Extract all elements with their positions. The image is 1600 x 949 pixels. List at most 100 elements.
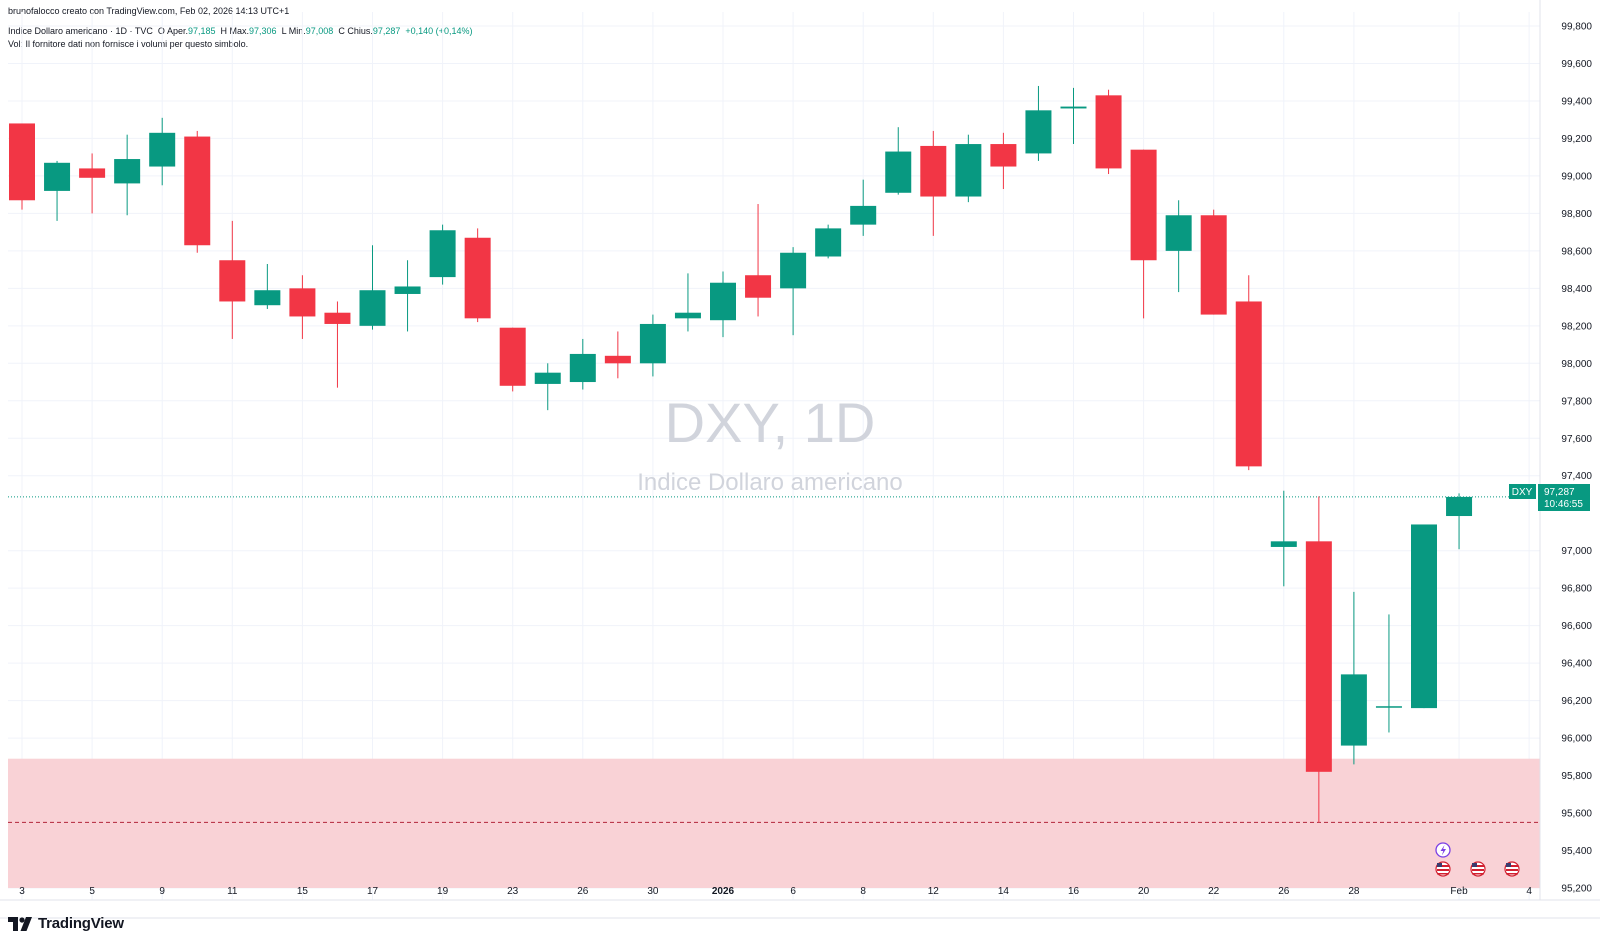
- us-flag-icon[interactable]: [1470, 861, 1486, 877]
- candle-body: [114, 159, 141, 184]
- x-tick-label: 3: [19, 886, 25, 897]
- close-label: C: [338, 26, 345, 36]
- tradingview-logo-icon: [8, 916, 32, 931]
- x-tick-label: 8: [860, 886, 866, 897]
- candle-body: [1340, 674, 1367, 746]
- x-tick-label: 6: [790, 886, 796, 897]
- price-tag-bg: [1538, 484, 1590, 511]
- volume-note: Vol: Il fornitore dati non fornisce i vo…: [8, 39, 249, 49]
- watermark: DXY, 1D Indice Dollaro americano: [637, 391, 902, 496]
- x-tick-label: 17: [367, 886, 379, 897]
- y-tick-label: 99,400: [1561, 96, 1592, 107]
- lightning-icon[interactable]: [1435, 842, 1451, 858]
- y-tick-label: 98,600: [1561, 246, 1592, 257]
- y-tick-label: 95,200: [1561, 884, 1592, 895]
- candle-body: [184, 136, 211, 246]
- tradingview-logo-text: TradingView: [38, 915, 124, 932]
- price-tag-symbol: DXY: [1512, 487, 1533, 498]
- candle-body: [920, 145, 947, 197]
- candle-body: [44, 162, 71, 191]
- x-tick-label: Feb: [1450, 886, 1468, 897]
- x-tick-label: 28: [1348, 886, 1360, 897]
- candle-body: [1060, 106, 1087, 109]
- x-tick-label: 19: [437, 886, 449, 897]
- candle-body: [1446, 496, 1473, 517]
- candle-body: [674, 312, 701, 319]
- symbol-info: Indice Dollaro americano · 1D · TVC: [8, 26, 153, 36]
- candle-body: [359, 290, 386, 326]
- price-tag-price: 97,287: [1544, 487, 1575, 498]
- watermark-symbol: DXY, 1D: [665, 391, 876, 454]
- y-tick-label: 95,600: [1561, 809, 1592, 820]
- attribution-text: brunofalocco creato con TradingView.com,…: [8, 6, 290, 16]
- x-tick-label: 15: [297, 886, 309, 897]
- candle-body: [219, 260, 246, 302]
- candle-body: [289, 288, 316, 317]
- candle-body: [149, 132, 176, 167]
- x-axis-ticks[interactable]: 3 5 9 11 15 17 19 23 26 30 2026 6 8 12 14 16 20 22 26 28 Feb…: [19, 886, 1532, 897]
- watermark-name: Indice Dollaro americano: [637, 469, 902, 496]
- y-tick-label: 96,800: [1561, 584, 1592, 595]
- us-flag-icon[interactable]: [1435, 861, 1451, 877]
- candle-body: [324, 312, 351, 324]
- candle-body: [815, 228, 842, 257]
- x-tick-label: 20: [1138, 886, 1150, 897]
- y-tick-label: 98,200: [1561, 321, 1592, 332]
- y-tick-label: 98,800: [1561, 209, 1592, 220]
- candle-body: [639, 323, 666, 364]
- low-value: 97,008: [305, 26, 334, 36]
- candle-body: [1270, 541, 1297, 547]
- tradingview-logo[interactable]: TradingView: [8, 915, 124, 932]
- close-value: 97,287: [372, 26, 401, 36]
- candle-body: [780, 252, 807, 289]
- x-tick-label: 22: [1208, 886, 1220, 897]
- high-label: H: [220, 26, 228, 36]
- x-tick-label: 26: [1278, 886, 1290, 897]
- y-tick-label: 96,400: [1561, 659, 1592, 670]
- y-tick-label: 95,400: [1561, 846, 1592, 857]
- axes: [0, 0, 1600, 919]
- y-tick-label: 98,400: [1561, 284, 1592, 295]
- change-value: +0,140 (+0,14%): [405, 26, 473, 36]
- x-tick-label: 16: [1068, 886, 1080, 897]
- candle-body: [1165, 215, 1192, 251]
- support-zone: [8, 758, 1540, 888]
- y-axis-ticks[interactable]: 99,800 99,600 99,400 99,200 99,000 98,800 98,6…: [1561, 22, 1592, 895]
- candle-body: [955, 144, 982, 197]
- symbol-legend: Indice Dollaro americano · 1D · TVC O Ap…: [8, 26, 472, 36]
- candle-body: [464, 237, 491, 319]
- x-tick-label: 9: [159, 886, 165, 897]
- candle-body: [534, 372, 561, 384]
- open-label: O: [157, 26, 165, 36]
- us-flag-icon[interactable]: [1504, 861, 1520, 877]
- x-tick-label: 5: [89, 886, 95, 897]
- candle-body: [1095, 95, 1122, 169]
- candle-body: [1130, 149, 1157, 261]
- price-tag: DXY 97,287 10:46:55: [1509, 484, 1590, 511]
- x-tick-label: 11: [227, 886, 238, 897]
- candle-body: [429, 230, 456, 278]
- price-tag-countdown: 10:46:55: [1544, 499, 1583, 510]
- candle-body: [604, 355, 631, 364]
- candle-body: [569, 353, 596, 383]
- zone-rect: [8, 758, 1540, 888]
- x-tick-label: 2026: [712, 886, 735, 897]
- y-tick-label: 99,600: [1561, 59, 1592, 70]
- event-markers[interactable]: [1435, 842, 1520, 877]
- y-tick-label: 99,000: [1561, 171, 1592, 182]
- x-tick-label: 30: [647, 886, 659, 897]
- y-tick-label: 97,800: [1561, 396, 1592, 407]
- y-tick-label: 98,000: [1561, 359, 1592, 370]
- y-tick-label: 97,000: [1561, 546, 1592, 557]
- x-tick-label: 14: [998, 886, 1010, 897]
- candle-body: [990, 144, 1017, 167]
- candle-body: [1025, 110, 1052, 154]
- candle-body: [9, 123, 35, 201]
- x-tick-label: 12: [928, 886, 940, 897]
- candle-body: [1235, 301, 1262, 467]
- y-tick-label: 96,600: [1561, 621, 1592, 632]
- close-word: Chius.: [347, 26, 373, 36]
- candle-body: [745, 275, 772, 298]
- candle-body: [710, 282, 736, 321]
